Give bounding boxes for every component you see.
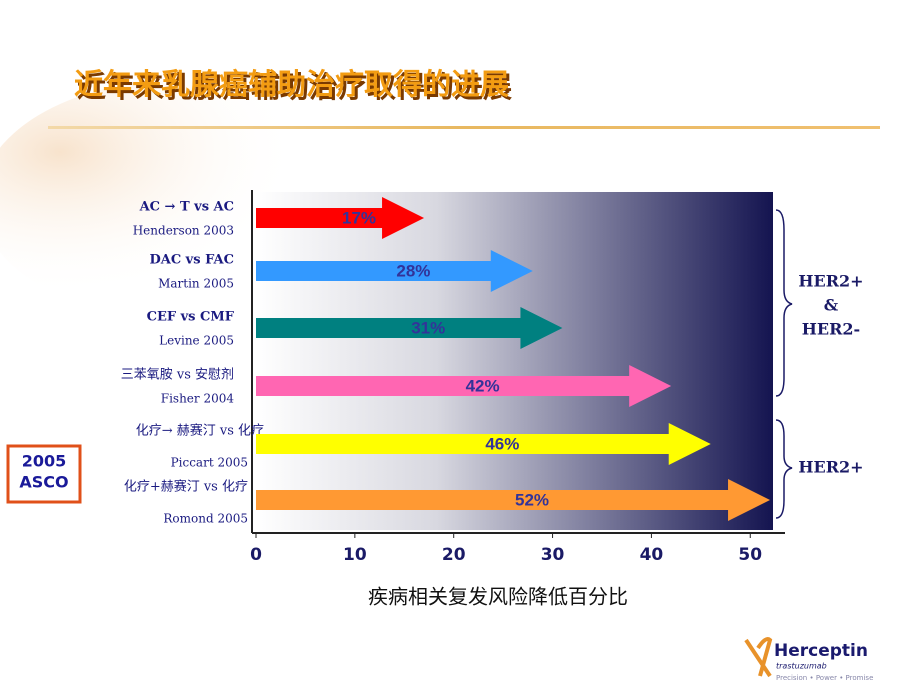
logo-tagline: Precision • Power • Promise bbox=[776, 674, 873, 682]
category-label: 三苯氧胺 vs 安慰剂 bbox=[121, 368, 234, 383]
value-label: 46% bbox=[485, 434, 519, 453]
arrow-bar bbox=[256, 479, 771, 521]
category-label: 化疗+赫赛汀 vs 化疗 bbox=[124, 479, 248, 495]
reference-label: Levine 2005 bbox=[159, 334, 234, 348]
x-tick-label: 10 bbox=[343, 545, 367, 565]
reference-label: Fisher 2004 bbox=[161, 392, 235, 406]
value-label: 17% bbox=[342, 208, 376, 227]
value-label: 42% bbox=[466, 376, 500, 395]
group-label: HER2- bbox=[802, 320, 860, 339]
title-shadow: 近年来乳腺癌辅助治疗取得的进展 bbox=[77, 70, 512, 104]
badge-text: ASCO bbox=[19, 473, 68, 492]
reference-label: Romond 2005 bbox=[163, 512, 248, 526]
x-axis-label: 疾病相关复发风险降低百分比 bbox=[368, 585, 628, 609]
group-label: HER2+ bbox=[798, 272, 863, 291]
x-tick-label: 30 bbox=[541, 545, 565, 565]
arrow-bar bbox=[256, 197, 425, 239]
arrow-bar bbox=[256, 307, 563, 349]
arrow-bar bbox=[256, 365, 672, 407]
group-label: HER2+ bbox=[798, 458, 863, 477]
x-tick-label: 20 bbox=[442, 545, 466, 565]
group-label: & bbox=[824, 296, 839, 315]
category-label: AC → T vs AC bbox=[139, 200, 234, 215]
x-tick-label: 40 bbox=[640, 545, 664, 565]
badge-text: 2005 bbox=[22, 452, 67, 471]
logo-mark bbox=[744, 637, 773, 678]
arrow-bar bbox=[256, 250, 533, 292]
category-label: CEF vs CMF bbox=[147, 310, 235, 325]
category-label: DAC vs FAC bbox=[149, 253, 234, 268]
x-tick-label: 0 bbox=[250, 545, 262, 565]
group-brace bbox=[775, 419, 793, 519]
value-label: 28% bbox=[396, 261, 430, 280]
badge bbox=[6, 444, 82, 504]
chart-title: 近年来乳腺癌辅助治疗取得的进展 bbox=[74, 67, 509, 101]
logo-subtitle: trastuzumab bbox=[776, 662, 827, 671]
title-rule bbox=[48, 126, 880, 129]
arrow-bar bbox=[256, 423, 711, 465]
reference-label: Henderson 2003 bbox=[133, 224, 234, 238]
category-label: 化疗→ 赫赛汀 vs 化疗 bbox=[136, 423, 264, 439]
group-brace bbox=[775, 209, 793, 397]
reference-label: Piccart 2005 bbox=[171, 456, 248, 470]
reference-label: Martin 2005 bbox=[158, 277, 234, 291]
value-label: 52% bbox=[515, 490, 549, 509]
logo-name: Herceptin bbox=[774, 641, 868, 661]
x-tick-label: 50 bbox=[738, 545, 762, 565]
value-label: 31% bbox=[411, 318, 445, 337]
plot-background bbox=[255, 192, 773, 530]
